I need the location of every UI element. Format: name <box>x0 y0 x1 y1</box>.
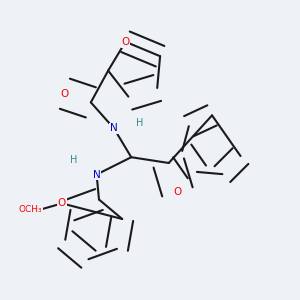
Text: N: N <box>93 169 101 179</box>
Text: N: N <box>110 123 118 134</box>
Text: H: H <box>70 155 77 165</box>
Text: O: O <box>173 187 181 197</box>
Text: O: O <box>61 89 69 99</box>
Text: O: O <box>58 198 66 208</box>
Text: O: O <box>121 37 130 47</box>
Text: OCH₃: OCH₃ <box>18 205 42 214</box>
Text: H: H <box>136 118 144 128</box>
